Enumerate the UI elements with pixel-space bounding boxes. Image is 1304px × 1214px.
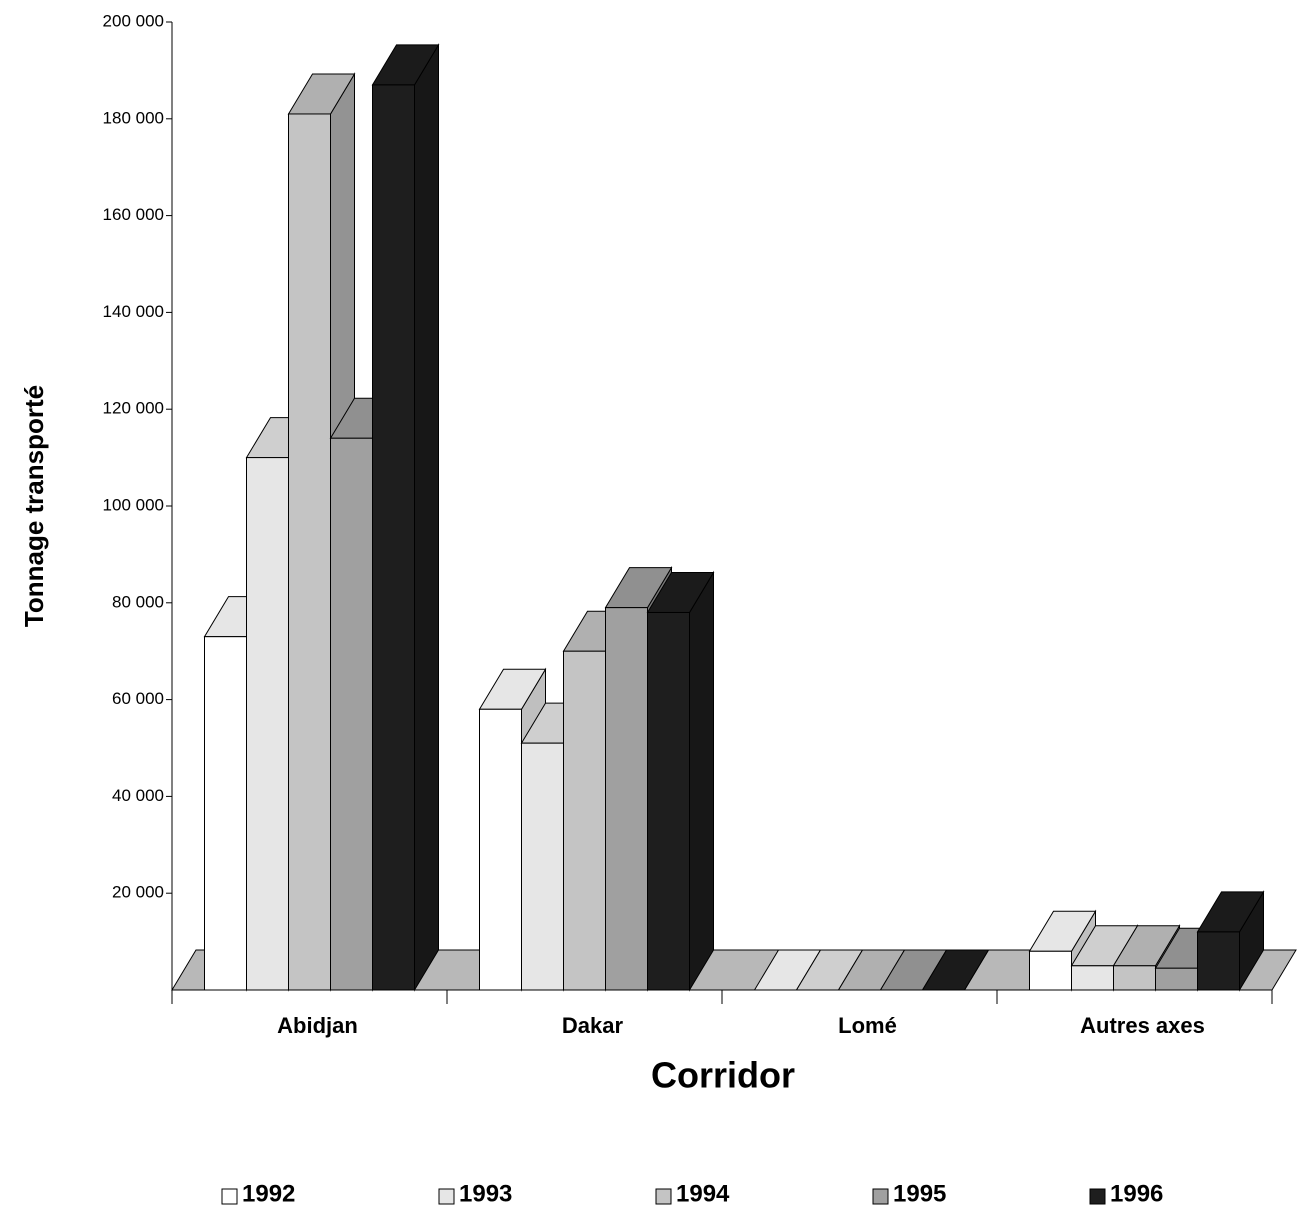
bar xyxy=(921,949,990,991)
y-tick-label: 180 000 xyxy=(103,108,164,127)
y-tick-label: 20 000 xyxy=(112,883,164,902)
bar-face xyxy=(1197,931,1240,991)
bar-face xyxy=(563,650,606,991)
bar-face xyxy=(204,636,247,991)
bar xyxy=(1196,890,1265,992)
y-tick-label: 100 000 xyxy=(103,495,164,514)
x-tick-label: Abidjan xyxy=(277,1013,358,1038)
x-axis-title: Corridor xyxy=(651,1055,795,1096)
bar-face xyxy=(330,437,373,991)
legend-swatch xyxy=(655,1188,672,1205)
bar-face xyxy=(605,607,648,991)
legend-label: 1994 xyxy=(676,1180,730,1207)
legend-swatch xyxy=(1089,1188,1106,1205)
y-tick-label: 140 000 xyxy=(103,302,164,321)
bar-face xyxy=(246,457,289,991)
y-tick-label: 80 000 xyxy=(112,592,164,611)
y-tick-label: 120 000 xyxy=(103,399,164,418)
bar-face xyxy=(1071,965,1114,991)
bar-face xyxy=(1029,950,1072,991)
y-tick-label: 160 000 xyxy=(103,205,164,224)
y-axis-title: Tonnage transporté xyxy=(19,385,49,627)
legend-label: 1992 xyxy=(242,1180,295,1207)
x-tick-label: Lomé xyxy=(838,1013,897,1038)
bar xyxy=(371,43,440,992)
legend-label: 1996 xyxy=(1110,1180,1163,1207)
legend-label: 1993 xyxy=(459,1180,512,1207)
bar-face xyxy=(288,113,331,991)
x-tick-label: Dakar xyxy=(562,1013,624,1038)
bar-face xyxy=(1155,967,1198,991)
legend-swatch xyxy=(872,1188,889,1205)
bar-face xyxy=(647,611,690,991)
bar-face xyxy=(414,43,439,992)
legend-swatch xyxy=(221,1188,238,1205)
y-tick-label: 60 000 xyxy=(112,689,164,708)
legend-label: 1995 xyxy=(893,1180,946,1207)
bar-face xyxy=(479,708,522,991)
bar-face xyxy=(921,949,990,991)
bar-face xyxy=(372,84,415,991)
y-tick-label: 200 000 xyxy=(103,11,164,30)
y-tick-label: 40 000 xyxy=(112,786,164,805)
legend-swatch xyxy=(438,1188,455,1205)
bar-face xyxy=(521,742,564,991)
bar-face xyxy=(689,570,714,992)
bar xyxy=(646,570,715,992)
bar-face xyxy=(1113,965,1156,991)
x-tick-label: Autres axes xyxy=(1080,1013,1205,1038)
